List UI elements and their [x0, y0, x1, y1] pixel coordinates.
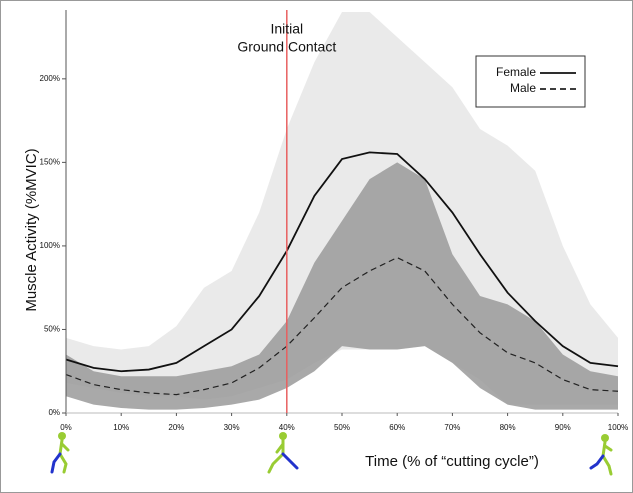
sd-band: [66, 162, 618, 410]
y-axis-label: Muscle Activity (%MVIC): [23, 148, 40, 311]
y-tick-label: 100%: [40, 241, 60, 250]
x-tick-label: 30%: [224, 423, 240, 432]
annotation-text: Initial: [270, 21, 303, 37]
x-tick-label: 40%: [279, 423, 295, 432]
legend-label: Female: [496, 65, 536, 79]
x-tick-label: 70%: [444, 423, 460, 432]
x-axis-label: Time (% of “cutting cycle”): [365, 453, 539, 470]
x-tick-label: 50%: [334, 423, 350, 432]
annotation-text: Ground Contact: [237, 39, 336, 55]
y-tick-label: 0%: [48, 408, 60, 417]
x-tick-label: 0%: [60, 423, 72, 432]
x-tick-label: 60%: [389, 423, 405, 432]
y-tick-label: 50%: [44, 325, 60, 334]
runner-figure: [50, 432, 613, 476]
x-tick-label: 10%: [113, 423, 129, 432]
y-tick-label: 200%: [40, 74, 60, 83]
x-tick-label: 90%: [555, 423, 571, 432]
mean-line: [65, 151, 619, 373]
x-tick-label: 20%: [168, 423, 184, 432]
legend-box: [475, 55, 586, 108]
y-tick-label: 150%: [40, 157, 60, 166]
x-tick-label: 100%: [608, 423, 628, 432]
legend-label: Male: [510, 81, 536, 95]
x-tick-label: 80%: [500, 423, 516, 432]
mean-line: [65, 256, 619, 396]
